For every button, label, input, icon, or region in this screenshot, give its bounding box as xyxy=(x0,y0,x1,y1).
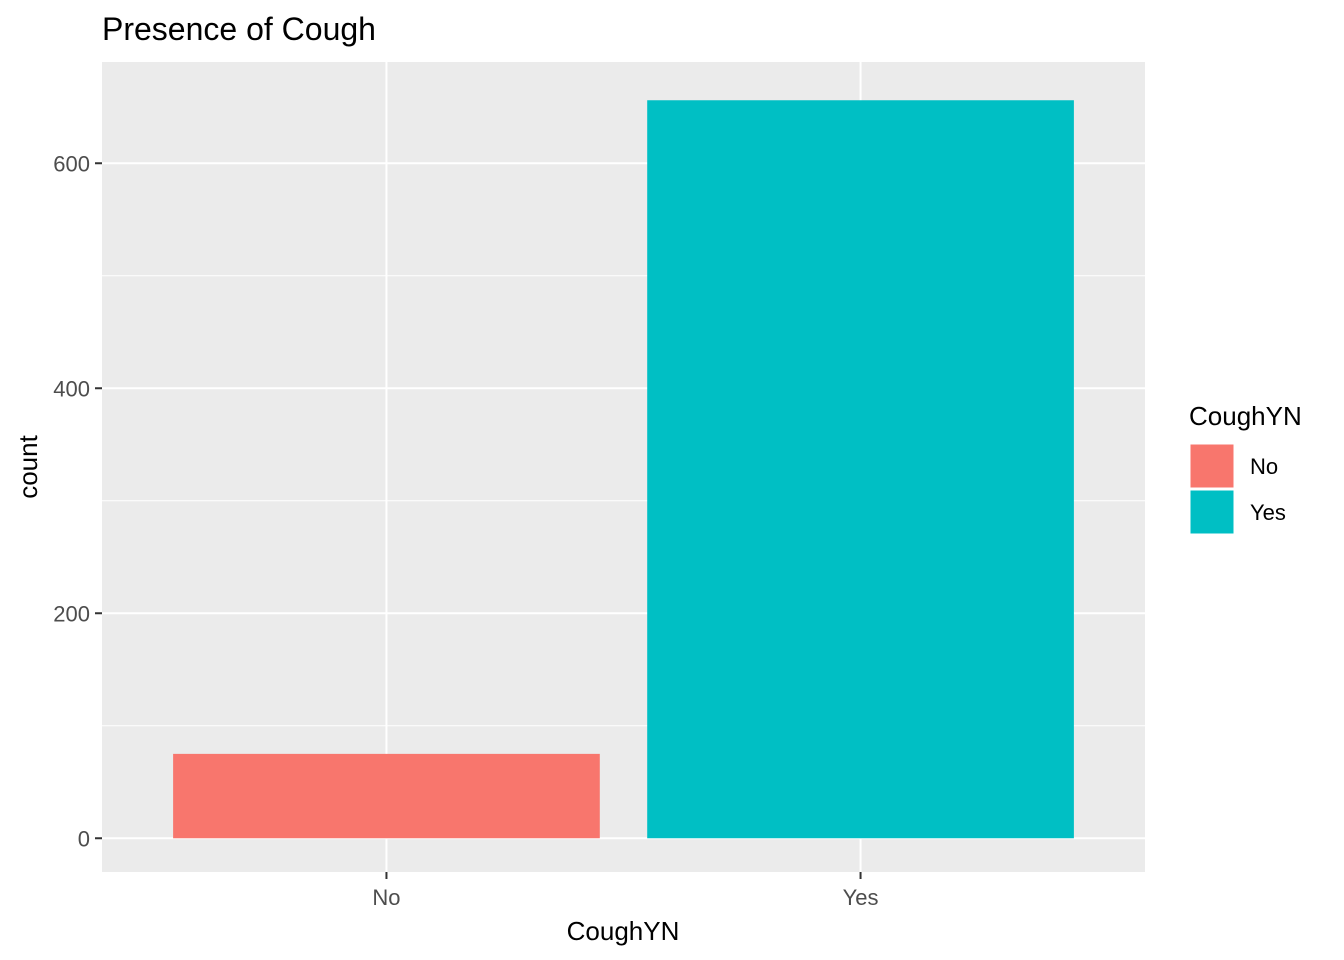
legend-entries: No Yes xyxy=(1189,443,1286,535)
chart-title: Presence of Cough xyxy=(102,11,376,47)
legend-title: CoughYN xyxy=(1189,401,1302,431)
legend: CoughYN No Yes xyxy=(1189,401,1302,535)
x-axis-title: CoughYN xyxy=(567,916,680,946)
y-tick-label: 400 xyxy=(53,376,90,401)
x-tick-label: Yes xyxy=(843,885,879,910)
legend-key-no xyxy=(1189,443,1235,489)
y-tick-label: 0 xyxy=(78,826,90,851)
legend-label: No xyxy=(1250,454,1278,479)
bars xyxy=(173,100,1074,839)
x-axis: No Yes xyxy=(372,872,878,910)
x-tick-label: No xyxy=(372,885,400,910)
y-tick-label: 200 xyxy=(53,601,90,626)
bar-no xyxy=(173,753,600,839)
bar-yes xyxy=(647,100,1074,839)
y-tick-label: 600 xyxy=(53,151,90,176)
y-axis: 0 200 400 600 xyxy=(53,151,102,851)
y-axis-title: count xyxy=(13,434,43,498)
legend-key-yes xyxy=(1189,489,1235,535)
legend-label: Yes xyxy=(1250,500,1286,525)
